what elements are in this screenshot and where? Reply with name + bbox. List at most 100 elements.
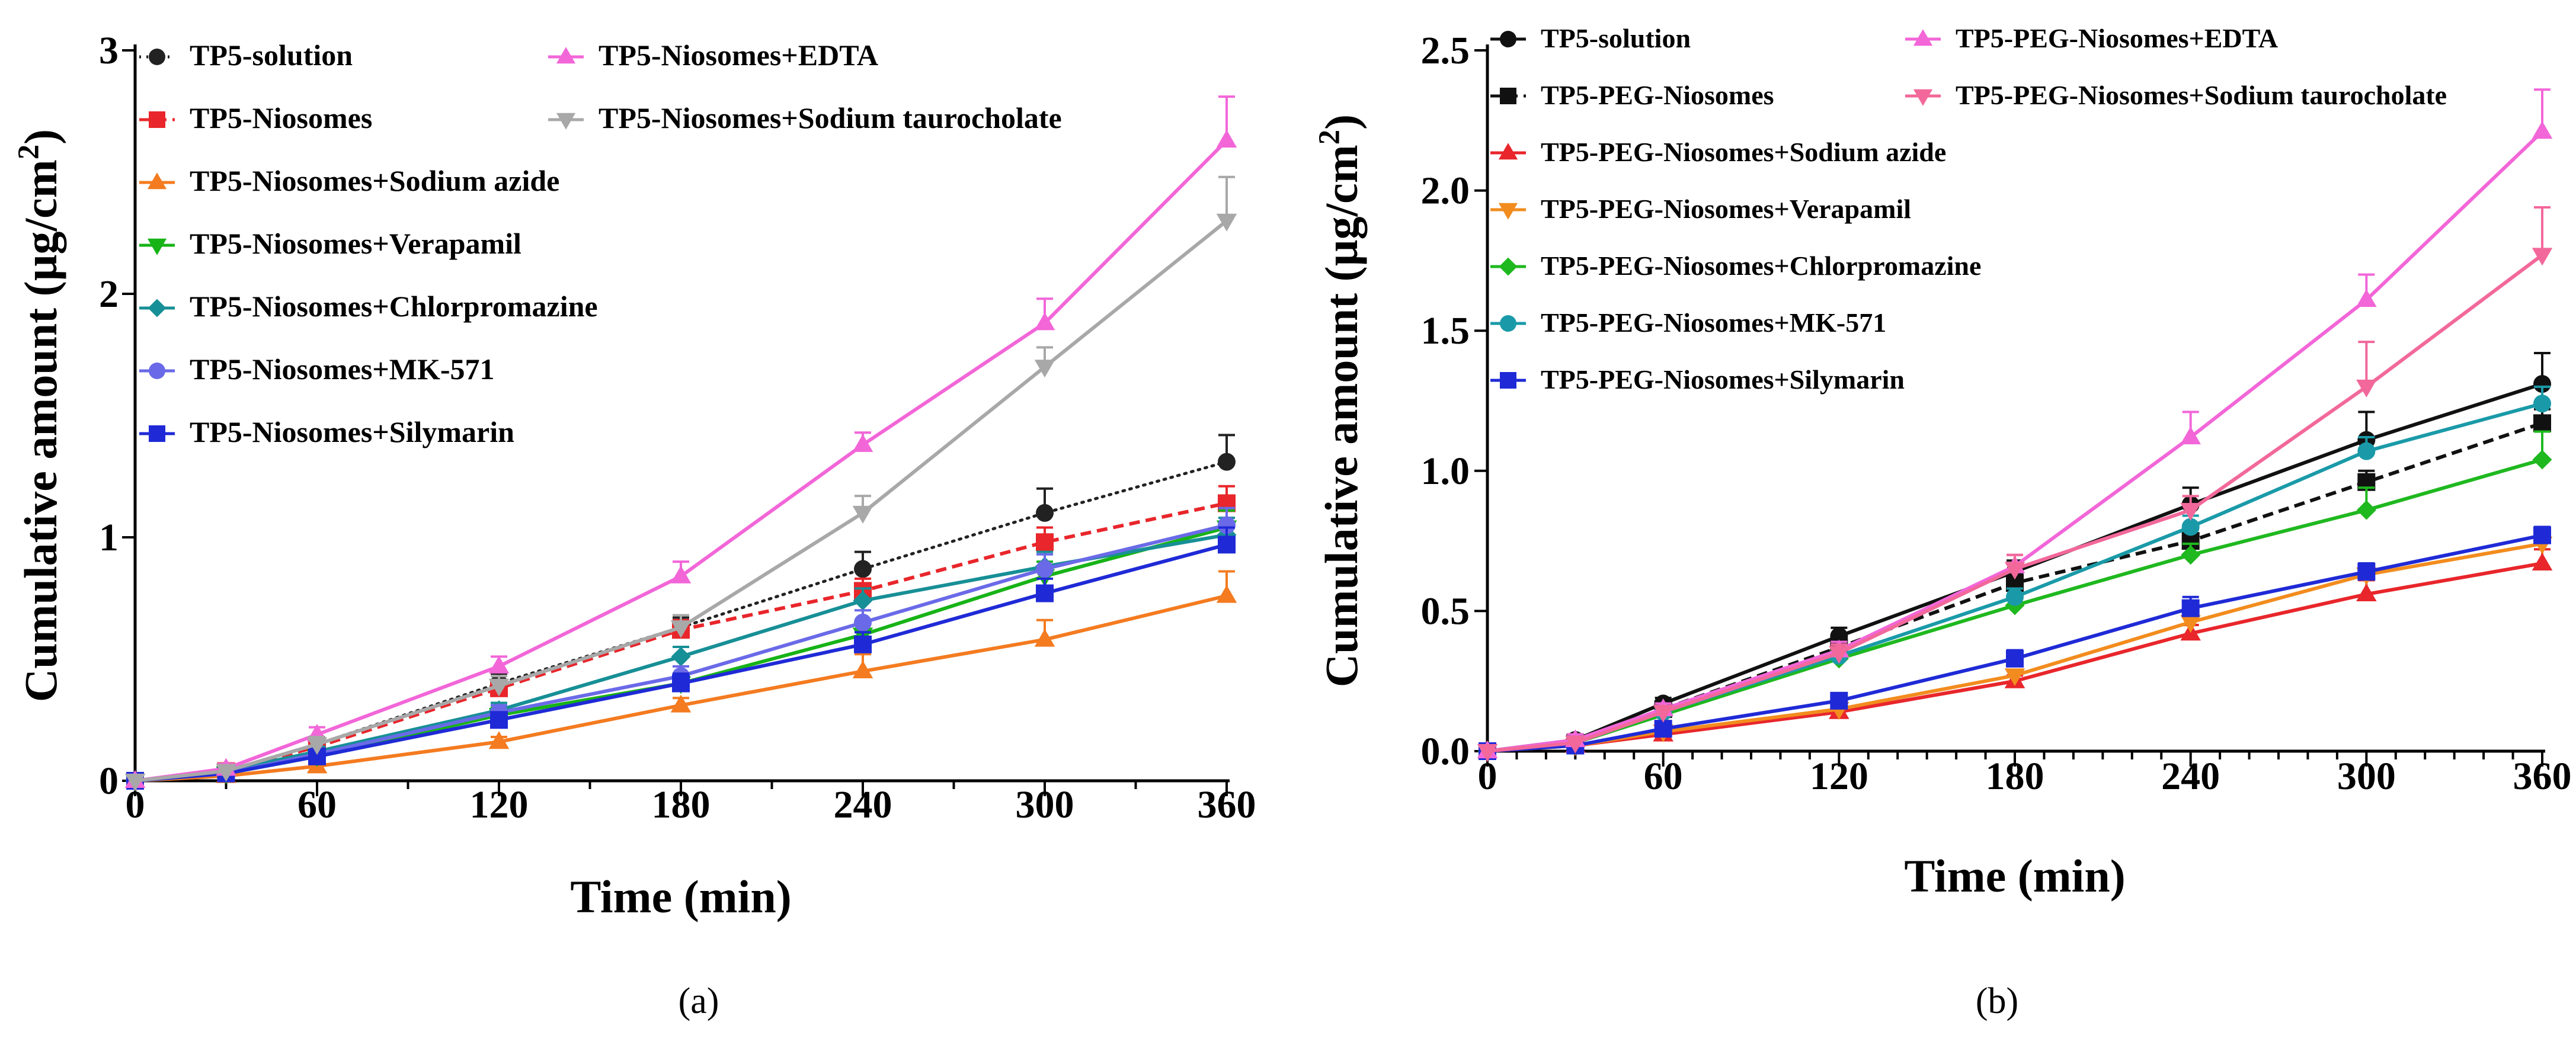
y-tick-label: 0.5 [1421,589,1470,633]
legend-label: TP5-Niosomes+Sodium azide [190,164,559,197]
data-point [852,434,873,452]
series-TP5-Niosomes+Sodium taurocholate [124,175,1237,791]
legend-label: TP5-solution [1541,23,1691,53]
legend-item: TP5-Niosomes+Sodium taurocholate [548,101,1062,134]
legend-item: TP5-Niosomes+Sodium azide [139,164,559,197]
legend-marker [1498,203,1518,220]
y-tick-label: 0 [99,759,119,803]
legend-label: TP5-PEG-Niosomes+Sodium taurocholate [1956,80,2447,110]
data-point [2533,395,2551,413]
legend-marker [147,172,167,190]
x-axis-title: Time (min) [570,871,791,922]
x-tick-label: 60 [1644,755,1683,798]
data-point [2180,503,2201,521]
data-point [1477,744,1498,762]
data-point [1216,585,1237,603]
y-tick-label: 1 [99,516,119,559]
x-tick-label: 0 [1478,755,1497,798]
legend-label: TP5-Niosomes+Verapamil [190,227,521,260]
legend-item: TP5-PEG-Niosomes+Sodium taurocholate [1905,80,2447,110]
legend-label: TP5-Niosomes+Chlorpromazine [190,290,598,323]
legend-item: TP5-Niosomes+Chlorpromazine [139,290,598,323]
data-point [2006,649,2024,668]
x-tick-label: 240 [2161,755,2220,798]
data-point [1036,533,1054,552]
series-TP5-PEG-Niosomes+Sodium taurocholate [1477,206,2553,762]
series-TP5-PEG-Niosomes [1479,408,2551,760]
data-point [670,694,692,713]
series-line [135,501,1227,783]
y-axis-title: Cumulative amount (µg/cm2) [1313,114,1367,687]
data-point [1216,130,1237,148]
data-point [488,731,510,749]
legend-marker [1500,315,1516,332]
legend-marker [1913,89,1933,106]
x-tick-label: 180 [652,783,711,826]
series-line [1487,130,2544,753]
legend-label: TP5-PEG-Niosomes [1541,80,1774,110]
legend-marker [1500,88,1516,104]
legend-item: TP5-PEG-Niosomes+Verapamil [1490,194,1911,224]
legend-label: TP5-PEG-Niosomes+Sodium azide [1541,137,1946,167]
data-point [2356,289,2377,307]
legend-item: TP5-PEG-Niosomes+Silymarin [1490,364,1905,395]
data-point [672,674,690,693]
legend: TP5-solution TP5-Niosomes TP5-Niosomes+Sod… [139,39,1062,448]
x-tick-label: 120 [470,783,529,826]
legend-item: TP5-PEG-Niosomes+Chlorpromazine [1490,251,1981,281]
data-point [1034,360,1055,378]
data-point [2532,552,2553,570]
data-point [2356,584,2377,602]
legend-label: TP5-Niosomes [190,101,372,134]
y-tick-label: 1.0 [1421,450,1470,493]
legend-marker [556,47,576,64]
y-tick-label: 2.0 [1421,169,1470,213]
data-point [2533,375,2551,393]
legend-marker [149,49,165,65]
data-point [1654,720,1672,738]
legend-label: TP5-Niosomes+EDTA [599,39,878,72]
data-point [1830,691,1848,710]
data-point [2532,450,2552,470]
x-tick-label: 300 [1016,783,1074,826]
legend-item: TP5-solution [139,39,353,72]
y-axis-title: Cumulative amount (µg/cm2) [12,129,66,702]
data-point [124,774,146,791]
data-point [852,661,873,679]
legend-label: TP5-PEG-Niosomes+Verapamil [1541,194,1911,224]
data-point [2533,414,2551,432]
y-tick-label: 3 [99,29,119,72]
data-point [2180,615,2201,633]
legend-item: TP5-Niosomes+EDTA [548,39,878,72]
legend-marker [1913,29,1933,46]
data-point [1218,536,1236,554]
x-tick-label: 300 [2337,755,2396,798]
data-point [1036,560,1054,578]
legend-item: TP5-PEG-Niosomes+EDTA [1905,23,2278,53]
legend-label: TP5-PEG-Niosomes+Chlorpromazine [1541,251,1981,281]
x-tick-label: 360 [1198,783,1256,826]
data-point [2181,518,2200,536]
legend-marker [556,113,576,130]
legend-marker [1500,31,1516,47]
series-TP5-Niosomes+Chlorpromazine [125,517,1237,791]
data-point [306,737,328,755]
data-point [2532,121,2553,139]
legend-label: TP5-Niosomes+MK-571 [190,352,495,386]
legend-label: TP5-PEG-Niosomes+EDTA [1956,23,2278,53]
panel-label: (a) [679,981,719,1021]
legend-label: TP5-Niosomes+Silymarin [190,415,514,448]
x-tick-label: 180 [1986,755,2044,798]
data-point [854,613,872,632]
legend-item: TP5-PEG-Niosomes [1490,80,1774,110]
data-point [2004,668,2025,687]
legend-marker [147,238,167,255]
chart-panel-b: 0 60 120 180 240 300 360 0.0 0.5 1.0 1.5 2.0 2.5 Time… [1313,23,2572,1021]
legend-label: TP5-PEG-Niosomes+Silymarin [1541,364,1905,395]
x-tick-label: 360 [2513,755,2572,798]
series-line [135,139,1228,783]
data-point [670,620,692,639]
